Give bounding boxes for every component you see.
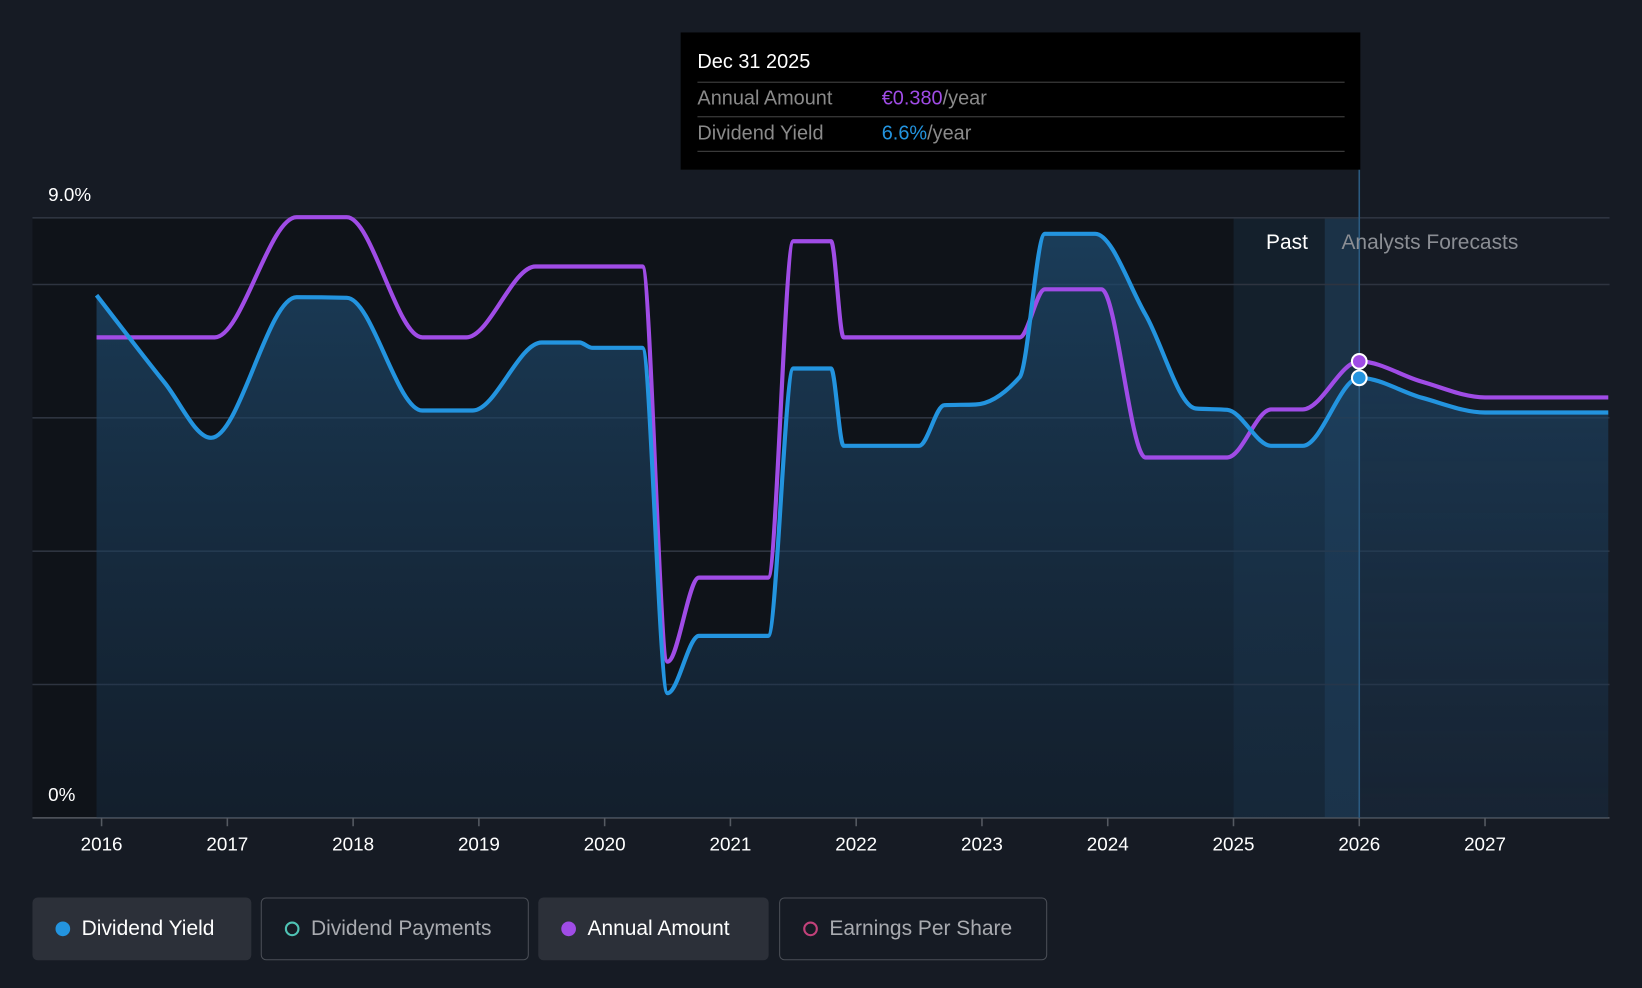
legend-label: Earnings Per Share <box>829 916 1013 940</box>
tooltip-value-wrap: €0.380/year <box>882 83 987 117</box>
x-tick-label: 2019 <box>458 833 500 854</box>
tooltip-row-dividend-yield: Dividend Yield 6.6%/year <box>697 116 1345 152</box>
legend-label: Dividend Yield <box>81 916 215 940</box>
x-tick-label: 2022 <box>835 833 877 854</box>
annual-amount-marker <box>1350 352 1368 370</box>
forecast-label: Analysts Forecasts <box>1341 231 1518 254</box>
annual-amount-line <box>96 215 1609 664</box>
dividend-yield-line <box>94 231 1609 696</box>
x-tick-label: 2023 <box>961 833 1003 854</box>
past-label: Past <box>1266 231 1308 254</box>
tooltip-label: Dividend Yield <box>697 122 824 145</box>
dot-icon <box>55 921 71 937</box>
x-tick-label: 2025 <box>1213 833 1255 854</box>
tooltip-suffix: /year <box>927 122 972 145</box>
tooltip-value: €0.380 <box>881 87 943 110</box>
legend-label: Annual Amount <box>587 916 730 940</box>
x-tick-label: 2026 <box>1338 833 1380 854</box>
legend-label: Dividend Payments <box>311 916 492 940</box>
tooltip-value: 6.6% <box>881 122 928 145</box>
dividend-yield-marker <box>1350 369 1368 387</box>
tooltip-value-wrap: 6.6%/year <box>882 117 972 151</box>
ring-icon <box>284 921 300 937</box>
x-tick-label: 2020 <box>584 833 626 854</box>
y-tick-max: 9.0% <box>48 184 91 205</box>
dividend-yield-area <box>96 233 1609 818</box>
y-tick-zero: 0% <box>48 784 75 805</box>
ring-icon <box>803 921 818 937</box>
tooltip-suffix: /year <box>942 87 987 110</box>
tooltip: Dec 31 2025 Annual Amount €0.380/year Di… <box>680 32 1361 170</box>
x-tick-label: 2016 <box>81 833 123 854</box>
x-tick-label: 2017 <box>206 833 248 854</box>
x-tick-label: 2018 <box>332 833 374 854</box>
tooltip-divider <box>697 150 1345 152</box>
dot-icon <box>561 921 576 937</box>
tooltip-date: Dec 31 2025 <box>697 51 811 74</box>
x-tick-label: 2027 <box>1464 833 1506 854</box>
tooltip-row-annual-amount: Annual Amount €0.380/year <box>697 81 1345 118</box>
legend-annual-amount[interactable]: Annual Amount <box>538 897 769 961</box>
x-tick-label: 2021 <box>709 833 751 854</box>
tooltip-label: Annual Amount <box>697 87 833 110</box>
legend-dividend-payments[interactable]: Dividend Payments <box>260 897 529 961</box>
x-tick-label: 2024 <box>1087 833 1129 854</box>
legend-dividend-yield[interactable]: Dividend Yield <box>32 897 252 961</box>
legend-earnings-per-share[interactable]: Earnings Per Share <box>779 897 1048 961</box>
